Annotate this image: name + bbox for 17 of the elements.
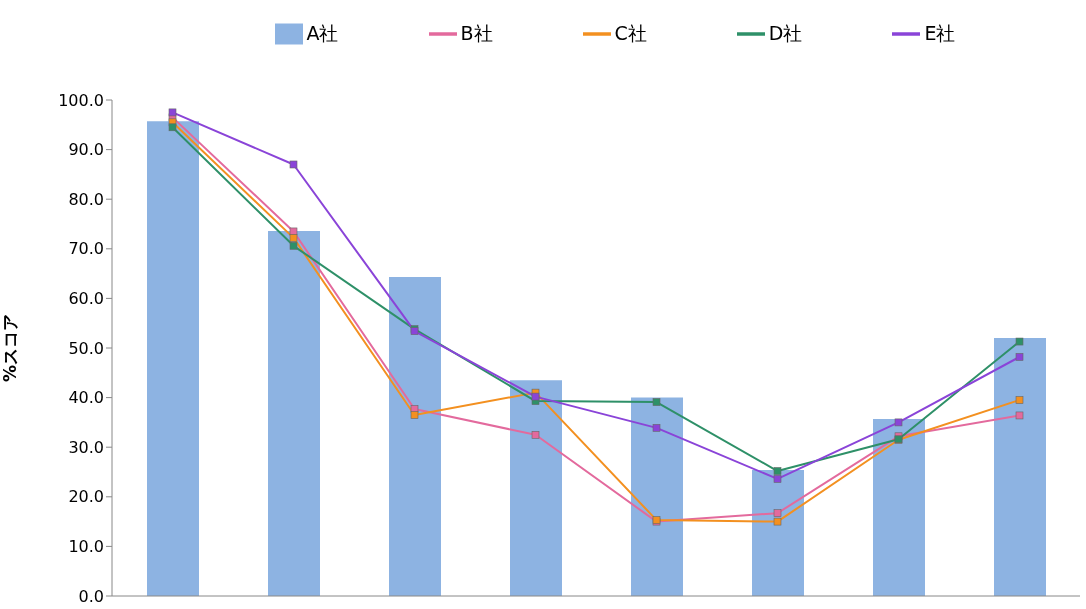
y-tick-label: 10.0: [68, 537, 104, 557]
y-tick-label: 90.0: [68, 140, 104, 160]
y-axis-title: %スコア: [0, 313, 21, 383]
y-tick-label: 20.0: [68, 487, 104, 507]
y-tick-label: 0.0: [78, 586, 104, 606]
legend-label: A社: [306, 21, 339, 44]
y-tick-label: 50.0: [68, 338, 104, 358]
y-tick-label: 80.0: [68, 189, 104, 209]
legend-label: D社: [768, 21, 803, 44]
legend-label: B社: [460, 21, 493, 44]
y-tick-label: 30.0: [68, 437, 104, 457]
y-tick-label: 70.0: [68, 239, 104, 259]
legend-label: C社: [614, 21, 647, 44]
legend-label: E社: [924, 21, 956, 44]
y-tick-label: 40.0: [68, 388, 104, 408]
y-tick-label: 60.0: [68, 289, 104, 309]
y-tick-label: 100.0: [58, 90, 104, 110]
